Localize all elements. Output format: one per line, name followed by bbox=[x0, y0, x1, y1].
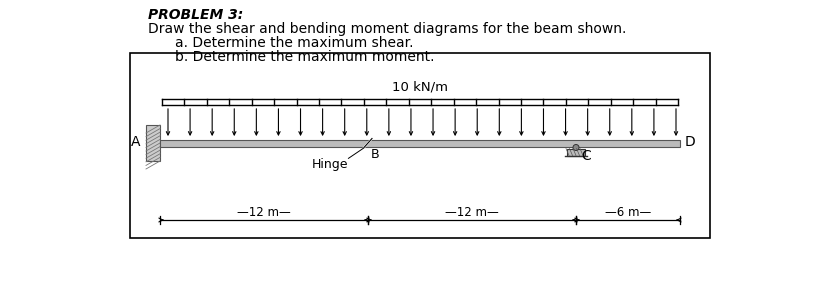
Text: A: A bbox=[131, 135, 140, 149]
Text: B: B bbox=[370, 148, 379, 161]
Text: 10 kN/m: 10 kN/m bbox=[391, 80, 447, 93]
Text: —12 m—: —12 m— bbox=[445, 206, 499, 219]
Circle shape bbox=[572, 145, 578, 151]
Text: Hinge: Hinge bbox=[312, 158, 348, 171]
Text: Draw the shear and bending moment diagrams for the beam shown.: Draw the shear and bending moment diagra… bbox=[148, 22, 625, 36]
Text: D: D bbox=[684, 135, 695, 149]
Text: —6 m—: —6 m— bbox=[605, 206, 650, 219]
Text: a. Determine the maximum shear.: a. Determine the maximum shear. bbox=[174, 36, 413, 50]
Text: PROBLEM 3:: PROBLEM 3: bbox=[148, 8, 243, 22]
Text: —12 m—: —12 m— bbox=[237, 206, 290, 219]
Text: b. Determine the maximum moment.: b. Determine the maximum moment. bbox=[174, 50, 434, 64]
Bar bbox=[160, 140, 679, 146]
Bar bbox=[566, 148, 585, 155]
Bar bbox=[146, 125, 160, 161]
Bar bbox=[130, 53, 709, 238]
Text: C: C bbox=[581, 148, 590, 163]
